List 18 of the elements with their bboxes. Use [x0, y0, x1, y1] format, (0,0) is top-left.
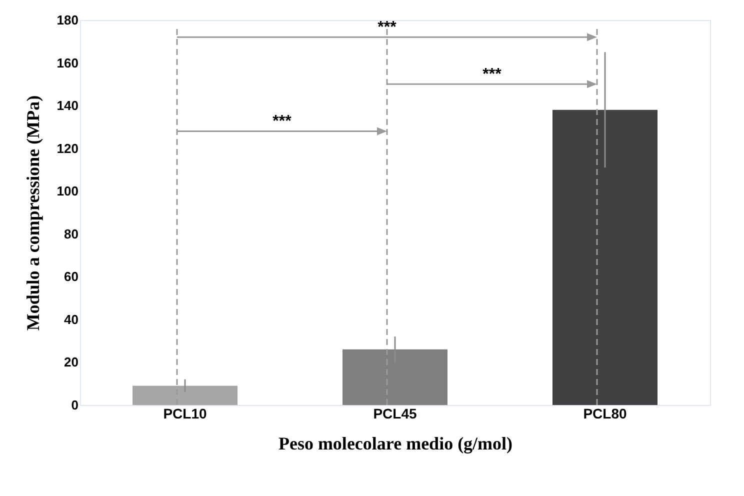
- annotation: ***: [482, 66, 502, 84]
- y-tick-label: 20: [64, 354, 78, 370]
- y-tick-label: 40: [64, 312, 78, 327]
- y-axis-title: Modulo a compressione (MPa): [22, 95, 43, 331]
- x-tick-label: PCL80: [583, 406, 627, 422]
- y-tick-label: 100: [56, 184, 78, 199]
- y-tick-label: 180: [56, 12, 78, 28]
- y-tick-label: 60: [64, 269, 78, 284]
- y-tick-label: 80: [64, 226, 78, 242]
- y-tick-label: 120: [56, 140, 78, 156]
- x-axis-title: Peso molecolare medio (g/mol): [278, 434, 513, 454]
- y-tick-label: 140: [56, 98, 78, 114]
- annotation: ***: [272, 113, 292, 130]
- y-tick-label: 160: [56, 55, 78, 70]
- x-tick-label: PCL45: [373, 406, 417, 422]
- x-tick-label: PCL10: [163, 406, 207, 422]
- y-tick-label: 0: [71, 398, 78, 412]
- annotation: ***: [378, 19, 398, 36]
